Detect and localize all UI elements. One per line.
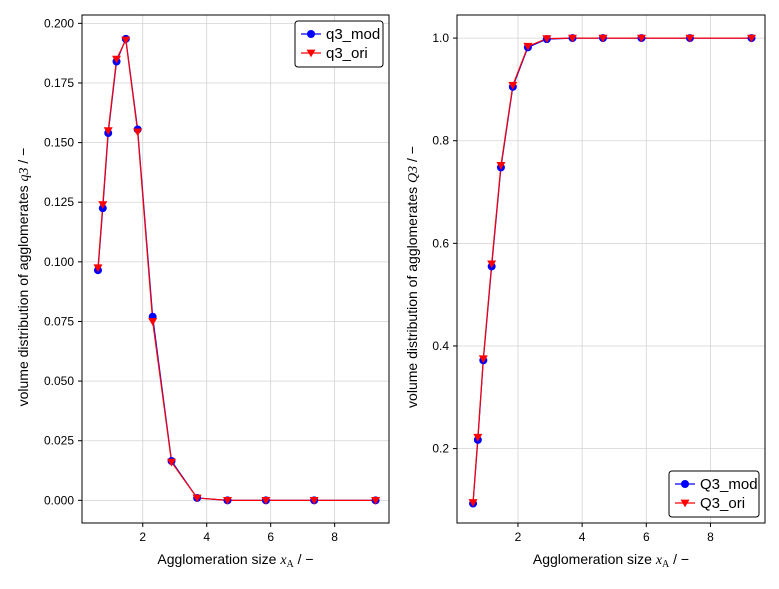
y-tick-label: 0.125 [44, 195, 74, 209]
y-tick-label: 0.075 [44, 314, 74, 328]
series-line-q3_mod [97, 36, 376, 501]
data-point-q3_ori [103, 127, 113, 135]
data-point-Q3_ori [747, 34, 757, 43]
plot-frame [81, 14, 390, 524]
data-point-q3_ori [98, 201, 108, 209]
data-point-q3_ori [371, 496, 381, 505]
y-tick-label: 0.6 [432, 236, 449, 250]
chart-q3: 0.000 0.025 0.050 0.075 0.100 0.125 0.150 0.175… [15, 14, 390, 570]
data-point-Q3_ori [568, 34, 577, 43]
data-point-Q3_ori [598, 34, 608, 43]
y-tick-label: 0.150 [44, 136, 74, 150]
legend-marker [307, 30, 315, 38]
data-point-Q3_ori [523, 42, 533, 51]
legend-label: q3_ori [326, 45, 368, 62]
data-point-q3_ori [93, 264, 103, 273]
y-tick-label: 0.4 [432, 339, 449, 353]
x-tick-label: 2 [515, 530, 522, 544]
data-point-Q3_ori [496, 161, 506, 170]
y-tick-label: 0.8 [432, 134, 449, 148]
y-tick-label: 0.200 [44, 16, 74, 30]
y-tick-label: 0.100 [44, 255, 74, 269]
data-point-q3_ori [133, 128, 143, 137]
series-line-Q3_mod [472, 37, 752, 504]
x-tick-label: 8 [707, 530, 714, 544]
legend-label: q3_mod [326, 26, 380, 43]
data-point-q3_ori [192, 494, 202, 503]
data-point-q3_ori [223, 496, 233, 505]
legend-box [668, 470, 760, 518]
data-point-q3_ori [148, 318, 158, 326]
y-tick-label: 0.025 [44, 434, 74, 448]
y-axis-label: volume distribution of agglomerates Q3 /… [404, 146, 421, 408]
data-point-Q3_ori [487, 260, 497, 269]
y-tick-label: 1.0 [432, 31, 449, 45]
data-point-Q3_ori [542, 35, 552, 43]
x-tick-label: 4 [203, 530, 210, 544]
legend-marker [681, 480, 689, 488]
y-tick-label: 0.000 [44, 493, 74, 507]
x-tick-label: 6 [643, 530, 650, 544]
x-axis-label: Agglomeration size xA / − [533, 551, 689, 570]
y-tick-label: 0.175 [44, 76, 74, 90]
data-point-q3_ori [309, 496, 319, 505]
data-point-q3_ori [167, 458, 177, 467]
data-point-Q3_ori [478, 355, 488, 364]
y-tick-label: 0.050 [44, 374, 74, 388]
data-point-Q3_ori [468, 499, 478, 507]
data-point-q3_ori [261, 496, 271, 505]
chart-Q3: 0.2 0.4 0.6 0.8 1.0 2 4 6 8 Agglomeration size xA… [404, 14, 766, 570]
x-tick-label: 2 [139, 530, 146, 544]
data-point-Q3_ori [685, 34, 695, 43]
legend-label: Q3_mod [700, 476, 758, 493]
data-point-q3_ori [112, 55, 122, 64]
legend-box [294, 20, 384, 68]
x-tick-label: 8 [331, 530, 338, 544]
x-tick-label: 4 [579, 530, 586, 544]
data-point-Q3_ori [508, 81, 518, 90]
legend-marker [680, 499, 690, 508]
plot-frame [456, 14, 766, 524]
series-line-Q3_ori [472, 37, 752, 503]
y-tick-label: 0.2 [432, 442, 449, 456]
data-point-Q3_ori [473, 433, 483, 442]
legend-label: Q3_ori [700, 495, 745, 512]
legend-marker [306, 49, 316, 58]
x-axis-label: Agglomeration size xA / − [157, 551, 313, 570]
data-point-Q3_ori [636, 34, 646, 43]
x-tick-label: 6 [267, 530, 274, 544]
data-point-q3_ori [121, 36, 131, 45]
y-axis-label: volume distribution of agglomerates q3 /… [15, 148, 32, 407]
series-line-q3_ori [97, 37, 376, 501]
